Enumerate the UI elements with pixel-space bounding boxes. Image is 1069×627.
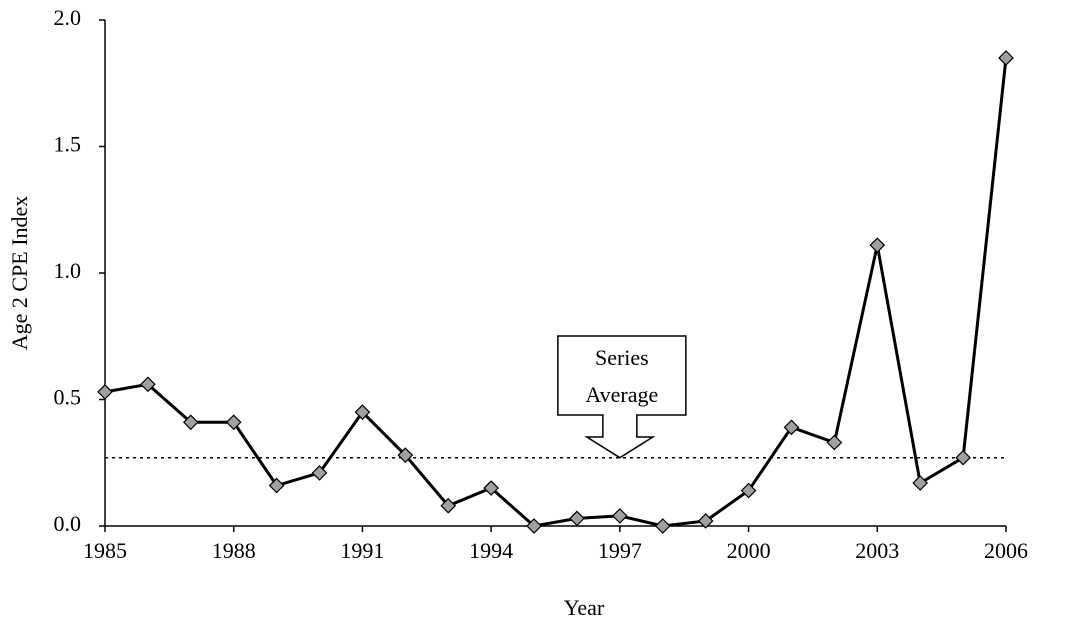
x-tick-label: 2006	[984, 538, 1028, 563]
x-tick-label: 2003	[855, 538, 899, 563]
data-point	[998, 50, 1014, 66]
data-point	[97, 384, 113, 400]
data-point	[268, 477, 285, 494]
x-tick-label: 1997	[598, 538, 642, 563]
data-point	[912, 475, 929, 491]
data-point	[397, 447, 414, 464]
callout	[557, 335, 687, 459]
data-point	[182, 414, 199, 431]
data-point	[654, 518, 671, 534]
data-point	[740, 482, 757, 499]
data-point	[569, 510, 585, 527]
x-axis-title: Year	[564, 595, 605, 620]
data-point	[440, 497, 457, 514]
y-axis-title: Age 2 CPE Index	[7, 196, 32, 351]
data-point	[225, 414, 242, 431]
data-point	[783, 419, 800, 436]
data-point	[483, 480, 499, 496]
data-point	[612, 508, 628, 524]
x-tick-label: 2000	[727, 538, 771, 563]
data-point	[526, 518, 542, 534]
y-tick-label: 1.0	[54, 258, 82, 283]
data-point	[955, 449, 971, 466]
callout-text: Average	[585, 382, 658, 407]
y-tick-label: 1.5	[54, 132, 82, 157]
x-tick-label: 1988	[212, 538, 256, 563]
callout-text: Series	[595, 345, 649, 370]
x-tick-label: 1985	[83, 538, 127, 563]
data-point	[354, 404, 371, 420]
y-tick-label: 2.0	[54, 5, 82, 30]
x-tick-label: 1994	[469, 538, 513, 563]
data-point	[311, 465, 328, 481]
y-tick-label: 0.0	[54, 511, 82, 536]
y-tick-label: 0.5	[54, 385, 82, 410]
data-point	[140, 376, 156, 393]
data-point	[697, 513, 714, 529]
data-point	[869, 237, 886, 254]
series-line	[104, 57, 1008, 528]
x-tick-label: 1991	[340, 538, 384, 563]
data-point	[826, 434, 843, 451]
